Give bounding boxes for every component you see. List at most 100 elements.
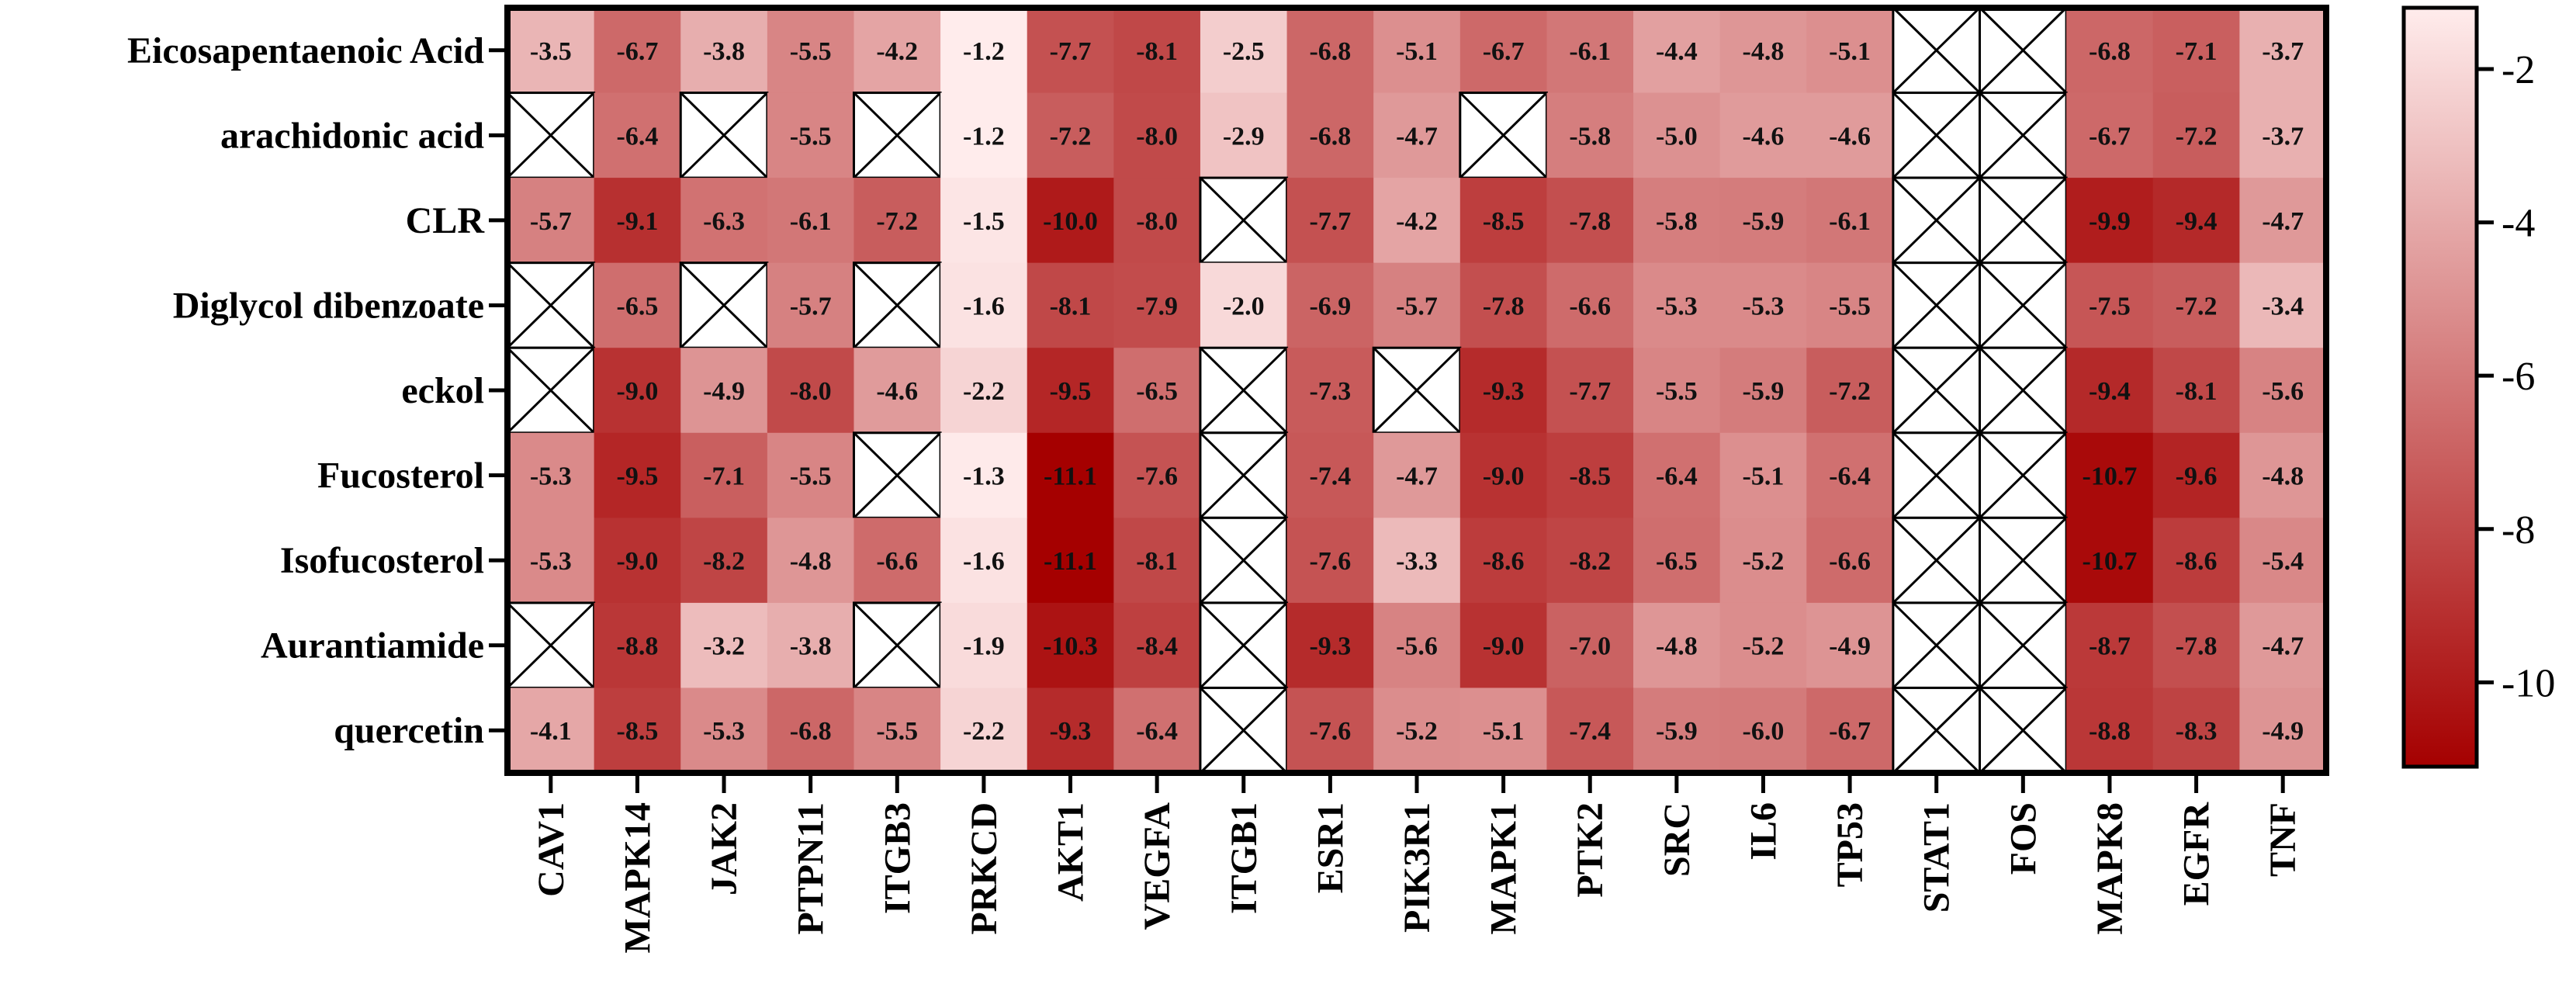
heatmap-cell	[1200, 92, 1288, 178]
column-label: IL6	[1743, 802, 1784, 861]
heatmap-cell	[940, 602, 1028, 689]
heatmap-cell	[594, 262, 681, 348]
cell-value-label: -5.5	[790, 37, 832, 66]
cell-value-label: -4.8	[1743, 37, 1785, 66]
cell-value-label: -7.7	[1050, 37, 1092, 66]
heatmap-cell	[853, 178, 941, 264]
heatmap-cell	[680, 8, 768, 94]
cell-value-label: -5.5	[1829, 292, 1871, 320]
heatmap-cell	[1459, 348, 1548, 434]
heatmap-cell	[1113, 688, 1201, 774]
heatmap-cell	[1373, 8, 1461, 94]
heatmap-cell	[767, 432, 855, 518]
cell-value-label: -9.4	[2089, 377, 2131, 406]
cell-value-label: -4.2	[876, 37, 918, 66]
column-label: SRC	[1657, 802, 1698, 877]
cell-value-label: -5.5	[790, 462, 832, 491]
cell-value-label: -6.6	[1829, 547, 1871, 576]
heatmap-cell	[507, 8, 595, 94]
heatmap-cell	[2066, 348, 2154, 434]
heatmap-cell	[1200, 8, 1288, 94]
cell-value-label: -6.5	[1656, 547, 1698, 576]
cell-value-label: -4.6	[1829, 122, 1871, 151]
heatmap-cell	[2066, 262, 2154, 348]
column-label: FOS	[2003, 802, 2044, 875]
heatmap-cell	[853, 518, 941, 604]
heatmap-cell	[1113, 348, 1201, 434]
heatmap-cell	[1719, 688, 1807, 774]
heatmap-cell	[853, 8, 941, 94]
heatmap-cell	[1633, 92, 1721, 178]
heatmap-cell	[1113, 8, 1201, 94]
heatmap-cell	[767, 518, 855, 604]
cell-value-label: -10.7	[2083, 462, 2138, 491]
heatmap-cell	[767, 688, 855, 774]
heatmap-cell	[1633, 8, 1721, 94]
cell-value-label: -5.7	[790, 292, 832, 320]
column-label: MAPK1	[1484, 802, 1525, 935]
heatmap-cell	[2066, 92, 2154, 178]
heatmap-cell	[2152, 8, 2240, 94]
heatmap-cell	[1546, 8, 1634, 94]
heatmap-cell	[1286, 92, 1374, 178]
heatmap-cell	[1546, 348, 1634, 434]
heatmap-cell	[1719, 348, 1807, 434]
heatmap-cell	[1719, 602, 1807, 689]
cell-value-label: -6.1	[790, 207, 832, 236]
cell-value-label: -9.5	[617, 462, 659, 491]
heatmap-cell	[1546, 178, 1634, 264]
heatmap-cell	[1027, 348, 1114, 434]
cell-value-label: -5.3	[530, 547, 572, 576]
cell-value-label: -6.1	[1829, 207, 1871, 236]
heatmap-cell	[1200, 262, 1288, 348]
cell-value-label: -9.6	[2176, 462, 2218, 491]
cell-value-label: -5.7	[530, 207, 572, 236]
colorbar-tick-label: -4	[2502, 202, 2535, 246]
colorbar-tick-label: -2	[2502, 48, 2535, 92]
heatmap-cell	[1286, 602, 1374, 689]
cell-values: -3.5 -6.7 -3.8 -5.5 -4.2 -1.2 -7.7 -8.1 -2.5 -6.8…	[530, 37, 2304, 746]
heatmap-cell	[767, 602, 855, 689]
heatmap-cell	[1546, 518, 1634, 604]
heatmap-cell	[767, 348, 855, 434]
cell-value-label: -11.1	[1044, 547, 1097, 576]
column-ticks	[549, 773, 2285, 793]
heatmap-cell	[680, 348, 768, 434]
heatmap-cell	[594, 92, 681, 178]
cell-value-label: -4.1	[530, 717, 572, 746]
heatmap-cell	[1286, 348, 1374, 434]
heatmap-cell	[1113, 92, 1201, 178]
heatmap-cell	[1806, 602, 1894, 689]
cell-value-label: -11.1	[1044, 462, 1097, 491]
cell-value-label: -8.0	[1136, 122, 1178, 151]
cell-value-label: -8.1	[1050, 292, 1092, 320]
heatmap-cell	[767, 8, 855, 94]
cell-value-label: -4.9	[1829, 632, 1871, 661]
cell-value-label: -5.9	[1656, 717, 1698, 746]
cell-value-label: -7.4	[1309, 462, 1351, 491]
heatmap-cell	[2152, 432, 2240, 518]
heatmap-cell	[1633, 432, 1721, 518]
cell-value-label: -5.1	[1829, 37, 1871, 66]
cell-value-label: -6.4	[1656, 462, 1698, 491]
cell-value-label: -6.1	[1569, 37, 1611, 66]
cell-value-label: -2.0	[1223, 292, 1265, 320]
heatmap-cell	[2152, 178, 2240, 264]
heatmap-cell	[1373, 602, 1461, 689]
cell-value-label: -4.9	[2262, 717, 2304, 746]
row-label: eckol	[401, 370, 484, 411]
cell-value-label: -1.9	[963, 632, 1005, 661]
heatmap-cell	[1806, 688, 1894, 774]
cell-value-label: -1.2	[963, 37, 1005, 66]
heatmap-cell	[2152, 518, 2240, 604]
cell-value-label: -7.2	[876, 207, 918, 236]
heatmap-cell	[1459, 262, 1548, 348]
heatmap-cell	[1027, 178, 1114, 264]
cell-value-label: -8.0	[1136, 207, 1178, 236]
column-label: VEGFA	[1137, 802, 1178, 930]
heatmap-cell	[767, 178, 855, 264]
heatmap-cell	[1027, 688, 1114, 774]
cell-value-label: -8.7	[2089, 632, 2131, 661]
heatmap-cell	[1546, 688, 1634, 774]
heatmap-cell	[1546, 92, 1634, 178]
